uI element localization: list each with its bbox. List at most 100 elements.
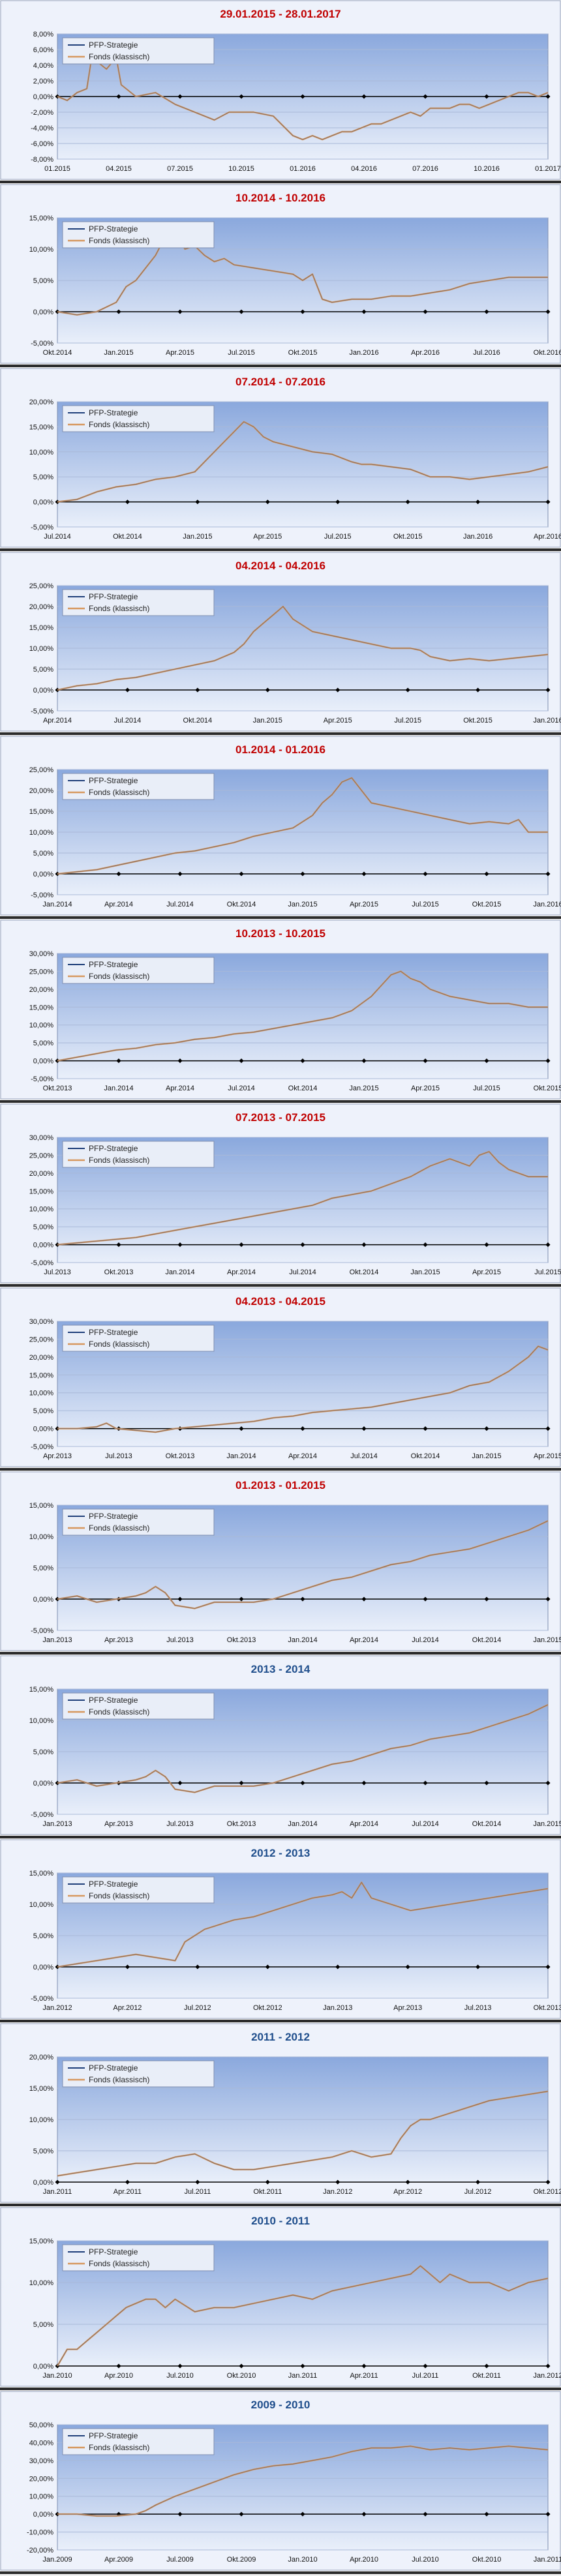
x-tick-label: Okt.2014: [113, 533, 142, 541]
y-tick-label: 15,00%: [29, 1004, 54, 1011]
series-line-pfp: [57, 1151, 548, 1245]
y-tick-label: 0,00%: [33, 1780, 53, 1788]
x-tick-label: Jul.2013: [464, 2004, 492, 2012]
y-tick-label: 5,00%: [33, 666, 53, 674]
x-tick-label: 01.2017: [535, 165, 561, 173]
legend-label-pfp: PFP-Strategie: [89, 1512, 138, 1521]
y-tick-label: 0,00%: [33, 93, 53, 101]
x-tick-label: Jul.2010: [166, 2372, 194, 2380]
y-tick-label: 0,00%: [33, 2179, 53, 2187]
y-tick-label: 15,00%: [29, 215, 54, 222]
chart-title: 04.2013 - 04.2015: [235, 1295, 326, 1308]
y-tick-label: 10,00%: [29, 1390, 54, 1398]
y-tick-label: 20,00%: [29, 2475, 54, 2483]
x-tick-label: Jan.2011: [288, 2372, 317, 2380]
legend-label-pfp: PFP-Strategie: [89, 2247, 138, 2256]
chart-panel: 07.2014 - 07.2016 20,00% 15,00% 10,00% 5,00%…: [0, 368, 561, 551]
y-tick-label: 20,00%: [29, 2054, 54, 2061]
legend-label-fonds: Fonds (klassisch): [89, 2075, 149, 2084]
x-tick-label: 01.2016: [290, 165, 316, 173]
x-tick-label: Jan.2013: [42, 1820, 72, 1828]
x-tick-label: Apr.2011: [350, 2372, 378, 2380]
legend-box: [62, 1141, 215, 1168]
y-tick-label: 15,00%: [29, 1188, 54, 1195]
y-tick-label: 0,00%: [33, 1242, 53, 1250]
x-tick-label: Apr.2013: [393, 2004, 422, 2012]
series-line-pfp: [57, 1704, 549, 1793]
chart-panel: 01.2013 - 01.2015 15,00% 10,00% 5,00% 0,00% -…: [0, 1471, 561, 1655]
chart-title: 29.01.2015 - 28.01.2017: [220, 8, 341, 20]
x-tick-label: Okt.2015: [472, 901, 502, 908]
x-tick-label: 10.2016: [474, 165, 500, 173]
y-tick-label: 20,00%: [29, 603, 54, 611]
x-tick-label: Jul.2015: [473, 1085, 500, 1092]
legend-label-pfp: PFP-Strategie: [89, 1328, 138, 1337]
legend-box: [62, 1325, 215, 1352]
x-tick-label: Okt.2016: [534, 349, 561, 357]
x-tick-label: Apr.2010: [350, 2556, 378, 2564]
y-tick-label: 10,00%: [29, 1206, 54, 1214]
x-tick-label: Okt.2014: [43, 349, 72, 357]
legend-label-pfp: PFP-Strategie: [89, 1880, 138, 1889]
x-tick-label: Apr.2016: [411, 349, 440, 357]
x-tick-label: Jan.2015: [253, 717, 282, 725]
y-tick-label: 10,00%: [29, 246, 54, 254]
y-tick-label: 25,00%: [29, 766, 54, 774]
y-tick-label: 8,00%: [33, 31, 53, 38]
chart-title: 10.2013 - 10.2015: [235, 927, 326, 940]
y-tick-label: -5,00%: [31, 1259, 53, 1267]
series-line-pfp: [57, 2265, 549, 2367]
y-tick-label: 15,00%: [29, 423, 54, 431]
y-tick-label: 6,00%: [33, 46, 53, 54]
legend: PFP-Strategie Fonds (klassisch): [62, 1876, 215, 1904]
y-tick-label: -5,00%: [31, 340, 53, 348]
y-tick-label: 0,00%: [33, 1964, 53, 1971]
x-tick-label: Jan.2014: [104, 1085, 133, 1092]
x-tick-label: Apr.2015: [472, 1268, 501, 1276]
series-line-pfp: [57, 233, 548, 316]
x-tick-label: 10.2015: [228, 165, 254, 173]
x-tick-label: Jan.2015: [472, 1452, 501, 1460]
x-tick-label: Okt.2014: [472, 1820, 502, 1828]
y-tick-label: 10,00%: [29, 1022, 54, 1030]
x-tick-mark: [484, 94, 489, 99]
x-tick-label: Okt.2014: [350, 1268, 379, 1276]
x-tick-label: Jan.2014: [165, 1268, 194, 1276]
panel-separator: [0, 181, 561, 183]
legend-box: [62, 37, 215, 65]
y-tick-label: 25,00%: [29, 968, 54, 976]
x-tick-label: Okt.2014: [472, 1636, 502, 1644]
legend-label-fonds: Fonds (klassisch): [89, 1156, 149, 1165]
y-tick-label: 5,00%: [33, 277, 53, 285]
y-tick-label: 5,00%: [33, 2321, 53, 2329]
x-tick-label: Jan.2016: [463, 533, 493, 541]
x-tick-label: Okt.2014: [183, 717, 213, 725]
x-tick-label: Apr.2009: [104, 2556, 133, 2564]
series-line-pfp: [57, 1345, 549, 1433]
y-tick-label: 5,00%: [33, 850, 53, 858]
panel-separator: [0, 1836, 561, 1838]
y-tick-label: 50,00%: [29, 2421, 54, 2429]
x-tick-label: Jul.2014: [228, 1085, 255, 1092]
legend-label-pfp: PFP-Strategie: [89, 2431, 138, 2440]
x-tick-mark: [116, 94, 121, 99]
y-tick-label: -5,00%: [31, 891, 53, 899]
legend-label-fonds: Fonds (klassisch): [89, 420, 149, 429]
legend: PFP-Strategie Fonds (klassisch): [62, 1141, 215, 1168]
x-tick-label: Apr.2015: [534, 1452, 561, 1460]
x-tick-label: Okt.2014: [288, 1085, 318, 1092]
x-tick-label: Jan.2010: [42, 2372, 72, 2380]
x-tick-label: Apr.2014: [104, 901, 133, 908]
x-tick-label: Jul.2013: [166, 1820, 194, 1828]
legend-label-fonds: Fonds (klassisch): [89, 788, 149, 797]
y-tick-label: -5,00%: [31, 1443, 53, 1451]
x-tick-label: Jul.2010: [412, 2556, 439, 2564]
x-tick-label: Jul.2014: [412, 1820, 439, 1828]
x-tick-label: Jan.2016: [349, 349, 378, 357]
y-tick-label: 25,00%: [29, 582, 54, 590]
x-tick-label: Apr.2015: [324, 717, 352, 725]
x-tick-label: Okt.2012: [253, 2004, 282, 2012]
x-tick-mark: [177, 94, 183, 99]
x-tick-label: 07.2016: [412, 165, 438, 173]
